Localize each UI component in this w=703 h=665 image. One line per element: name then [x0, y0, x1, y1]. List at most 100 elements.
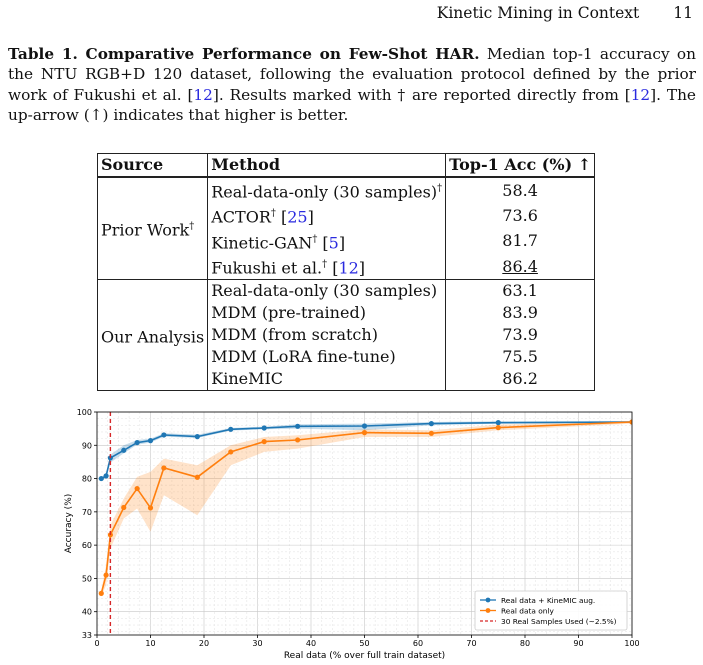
- table-row: MDM (from scratch) 73.9: [98, 324, 596, 347]
- y-tick-label: 70: [82, 508, 92, 517]
- table-caption: Table 1. Comparative Performance on Few-…: [8, 44, 696, 126]
- table-row: Our Analysis Real-data-only (30 samples) 6…: [96, 279, 596, 392]
- method-name: MDM (from scratch): [211, 325, 378, 345]
- accuracy-value: 81.7: [502, 231, 538, 251]
- accuracy-cell: 63.1: [445, 279, 596, 303]
- method-cell: Real-data-only (30 samples): [207, 279, 447, 303]
- accuracy-cell: 86.4: [445, 253, 596, 281]
- method-name: MDM (LoRA fine-tune): [211, 347, 396, 367]
- y-tick-label: 50: [82, 574, 92, 583]
- header-method: Method: [207, 153, 447, 178]
- y-tick-label: 33: [82, 631, 92, 640]
- x-tick-label: 40: [306, 639, 316, 648]
- table-row: Kinetic-GAN† [5] 81.7: [98, 228, 596, 254]
- running-title: Kinetic Mining in Context: [436, 4, 640, 22]
- accuracy-value: 75.5: [502, 347, 538, 367]
- real-only-data-point: [98, 590, 104, 596]
- x-tick-label: 30: [252, 639, 262, 648]
- citation-link[interactable]: 25: [287, 207, 308, 227]
- caption-text-1: Median top-1 accuracy on the NTU RGB+D 1…: [8, 45, 696, 104]
- real-only-data-point: [134, 485, 140, 492]
- table-row: Prior Work† Real-data-only (30 samples)† 5…: [96, 176, 596, 281]
- accuracy-value: 73.9: [502, 325, 538, 345]
- method-name: Real-data-only (30 samples): [211, 182, 438, 202]
- kinemic-data-point: [134, 440, 140, 446]
- table-row: Fukushi et al.† [12] 86.4: [98, 253, 596, 281]
- y-axis-label: Accuracy (%): [64, 494, 74, 554]
- x-tick-label: 50: [359, 639, 369, 648]
- accuracy-value: 86.4: [502, 256, 538, 276]
- page-number: 11: [673, 4, 693, 22]
- citation-link[interactable]: 5: [328, 232, 339, 252]
- source-label: Prior Work: [101, 220, 190, 240]
- table-header-row: Source Method Top-1 Acc (%) ↑: [96, 153, 596, 178]
- y-tick-label: 60: [82, 541, 92, 550]
- method-cell: Real-data-only (30 samples)†: [207, 176, 447, 204]
- caption-label: Table 1. Comparative Performance on Few-…: [8, 45, 480, 63]
- kinemic-data-point: [103, 473, 109, 479]
- citation-link[interactable]: 12: [338, 258, 359, 278]
- accuracy-cell: 73.6: [445, 203, 596, 229]
- accuracy-cell: 58.4: [445, 176, 596, 204]
- accuracy-cell: 86.2: [445, 368, 596, 392]
- method-name: Kinetic-GAN: [211, 232, 313, 252]
- dagger-mark: †: [437, 183, 443, 194]
- legend-label: 30 Real Samples Used (~2.5%): [501, 617, 617, 626]
- kinemic-data-point: [295, 423, 301, 429]
- table-body: Prior Work† Real-data-only (30 samples)† 5…: [96, 176, 596, 392]
- caption-ref-link[interactable]: 12: [193, 85, 213, 104]
- method-cell: Kinetic-GAN† [5]: [207, 228, 447, 254]
- accuracy-value: 86.2: [502, 369, 538, 389]
- real-only-data-point: [295, 437, 301, 443]
- real-only-data-point: [495, 425, 501, 431]
- accuracy-cell: 81.7: [445, 228, 596, 254]
- x-tick-label: 80: [520, 639, 530, 648]
- dagger-mark: †: [312, 233, 318, 245]
- source-label: Our Analysis: [101, 326, 205, 346]
- y-tick-label: 100: [77, 408, 92, 417]
- method-cell: Fukushi et al.† [12]: [207, 253, 447, 281]
- legend-marker: [485, 597, 491, 603]
- kinemic-data-point: [495, 420, 501, 426]
- method-name: MDM (pre-trained): [211, 303, 366, 323]
- real-only-data-point: [121, 504, 127, 511]
- kinemic-data-point: [161, 432, 167, 438]
- accuracy-cell: 75.5: [445, 346, 596, 369]
- accuracy-value: 63.1: [502, 281, 538, 301]
- y-tick-label: 40: [82, 608, 92, 617]
- y-tick-label: 80: [82, 475, 92, 484]
- kinemic-data-point: [261, 425, 267, 431]
- caption-text-3: ]. The up-arrow (↑) indicates that highe…: [8, 85, 696, 125]
- real-only-data-point: [361, 430, 368, 436]
- caption-text-2: ]. Results marked with † are reported di…: [212, 85, 631, 104]
- kinemic-data-point: [428, 421, 434, 427]
- header-accuracy: Top-1 Acc (%) ↑: [445, 153, 596, 178]
- x-tick-label: 100: [624, 639, 639, 648]
- legend-label: Real data only: [501, 606, 555, 615]
- method-cell: MDM (LoRA fine-tune): [207, 346, 447, 369]
- kinemic-data-point: [98, 475, 104, 482]
- kinemic-data-point: [147, 438, 154, 444]
- x-tick-label: 10: [145, 639, 155, 648]
- header-source: Source: [96, 153, 209, 178]
- x-tick-label: 0: [94, 639, 99, 648]
- table-row: MDM (LoRA fine-tune) 75.5: [98, 346, 596, 369]
- method-cell: KineMIC: [207, 368, 447, 392]
- real-only-data-point: [228, 449, 234, 455]
- legend-marker: [485, 608, 491, 613]
- kinemic-data-point: [228, 426, 234, 432]
- method-name: Real-data-only (30 samples): [211, 281, 438, 301]
- dagger-mark: †: [322, 258, 328, 270]
- caption-ref-link[interactable]: 12: [630, 85, 651, 104]
- kinemic-data-point: [361, 423, 368, 429]
- table-row: MDM (pre-trained) 83.9: [98, 302, 596, 325]
- method-cell: MDM (pre-trained): [207, 302, 447, 325]
- method-name: ACTOR: [211, 207, 271, 227]
- method-cell: ACTOR† [25]: [207, 203, 447, 229]
- source-cell: Prior Work†: [96, 176, 209, 281]
- accuracy-value: 58.4: [502, 180, 538, 200]
- real-only-data-point: [103, 572, 109, 578]
- dagger-mark: †: [270, 208, 276, 220]
- real-only-data-point: [428, 430, 434, 436]
- accuracy-value: 73.6: [502, 205, 538, 225]
